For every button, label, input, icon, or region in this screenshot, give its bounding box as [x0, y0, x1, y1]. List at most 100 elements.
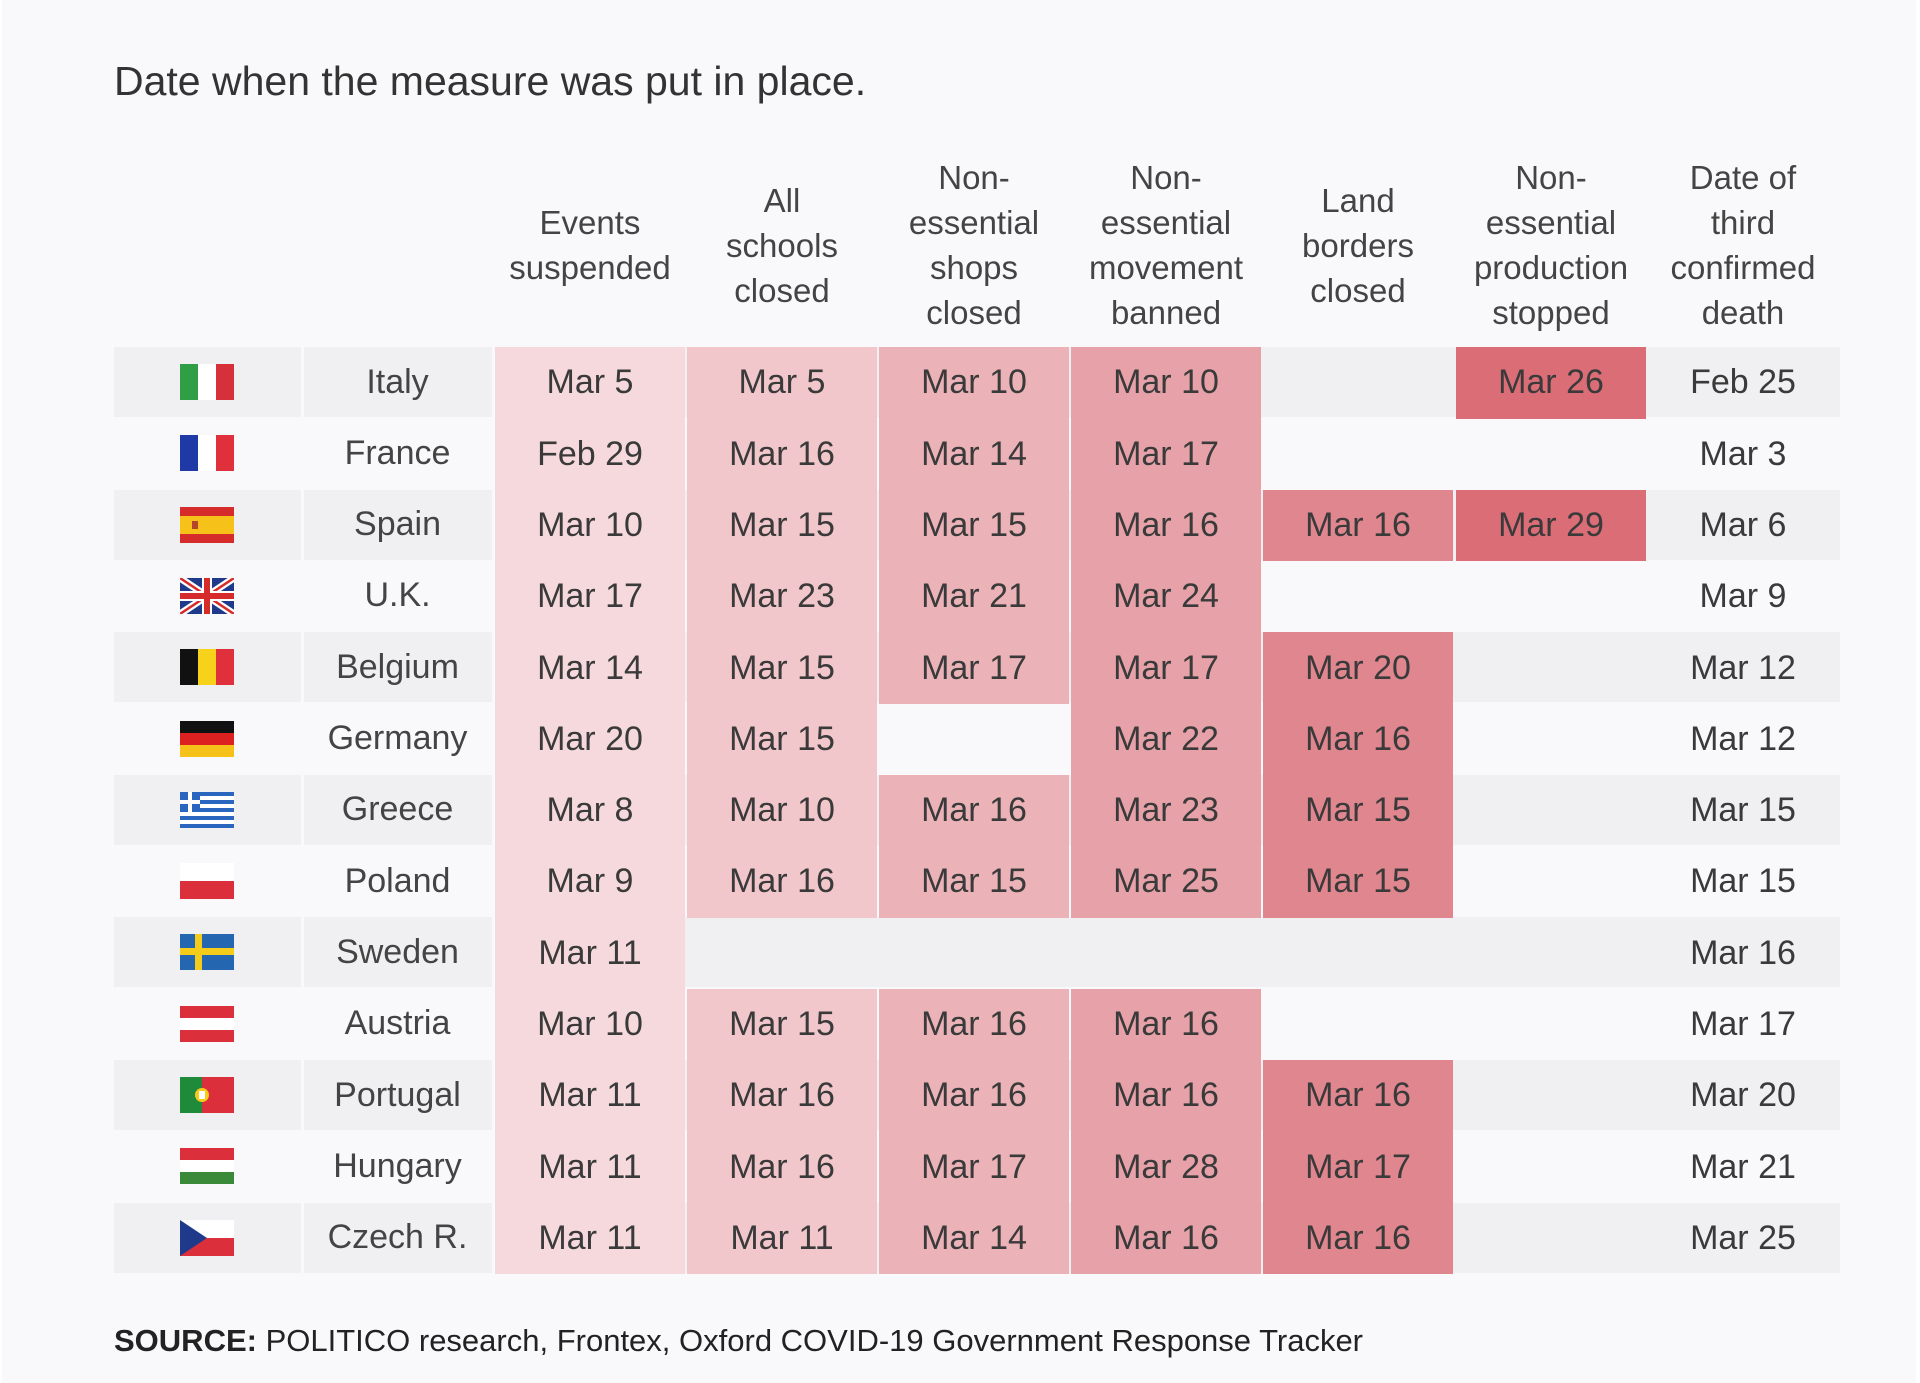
- cell-production: [1456, 1060, 1646, 1132]
- cell-movement: [1071, 917, 1261, 989]
- cell-movement: Mar 10: [1071, 347, 1261, 419]
- cell-events: Mar 9: [495, 846, 685, 918]
- header-line: banned: [1110, 294, 1222, 331]
- source-text: POLITICO research, Frontex, Oxford COVID…: [256, 1323, 1364, 1358]
- cell-production: [1456, 632, 1646, 704]
- header-line: Non-: [1515, 159, 1587, 196]
- header-line: Non-: [938, 159, 1010, 196]
- header-line: Date of: [1689, 159, 1797, 196]
- country-label: U.K.: [364, 576, 431, 615]
- cell-schools: Mar 16: [687, 418, 877, 491]
- source-label: SOURCE:: [114, 1323, 257, 1358]
- country-label: Austria: [344, 1004, 451, 1043]
- cell-borders: [1263, 347, 1453, 419]
- austria-flag-icon: [180, 1005, 234, 1042]
- cell-borders: Mar 16: [1263, 489, 1453, 562]
- cell-production: [1456, 1131, 1646, 1203]
- spain-flag-icon: [180, 506, 234, 543]
- cell-production: [1456, 917, 1646, 989]
- cell-shops: Mar 14: [879, 418, 1069, 491]
- cell-events: Mar 8: [495, 774, 685, 847]
- country-label: Portugal: [334, 1075, 461, 1114]
- country-label: Czech R.: [327, 1218, 468, 1257]
- cell-borders: Mar 16: [1263, 1060, 1453, 1132]
- cell-events: Mar 5: [495, 347, 685, 419]
- header-line: essential: [908, 204, 1040, 241]
- cell-production: [1456, 704, 1646, 776]
- cell-death: Mar 3: [1699, 434, 1787, 473]
- column-header-text: Events suspended: [509, 200, 670, 290]
- cell-death: Mar 12: [1690, 648, 1796, 687]
- country-label: Hungary: [333, 1146, 462, 1185]
- country-label: Germany: [327, 719, 468, 757]
- country-label: Poland: [344, 861, 451, 900]
- country-label: Belgium: [336, 647, 459, 686]
- cell-production: Mar 29: [1456, 489, 1646, 562]
- column-header-text: Land borders closed: [1302, 178, 1414, 313]
- cell-schools: Mar 16: [687, 846, 877, 918]
- cell-death: Mar 20: [1690, 1076, 1796, 1115]
- cell-borders: Mar 17: [1263, 1131, 1453, 1204]
- cell-shops: [879, 704, 1069, 776]
- header-line: closed: [926, 294, 1022, 331]
- cell-movement: Mar 23: [1071, 774, 1261, 847]
- cell-events: Mar 11: [495, 1060, 685, 1132]
- column-header-text: Non-essential movement banned: [1089, 155, 1243, 335]
- cell-death: Feb 25: [1690, 363, 1796, 402]
- column-header-text: All schools closed: [726, 178, 838, 313]
- country-label: Italy: [366, 362, 429, 401]
- column-header-text: Non-essential production stopped: [1474, 155, 1628, 335]
- cell-borders: Mar 15: [1263, 846, 1453, 918]
- country-label: Greece: [341, 790, 454, 829]
- column-header-death: Date of third confirmed death: [1647, 150, 1839, 340]
- chart-subtitle: Date when the measure was put in place.: [114, 58, 867, 104]
- header-line: death: [1701, 294, 1785, 331]
- cell-death: Mar 16: [1690, 933, 1796, 972]
- sweden-flag-icon: [180, 934, 234, 971]
- cell-schools: Mar 15: [687, 988, 877, 1061]
- header-line: schools: [726, 226, 838, 264]
- belgium-flag-icon: [180, 649, 234, 686]
- cell-movement: Mar 16: [1071, 1060, 1261, 1132]
- cell-shops: Mar 16: [879, 1060, 1069, 1132]
- cell-borders: [1263, 917, 1453, 989]
- cell-shops: Mar 14: [879, 1202, 1069, 1275]
- cell-events: Mar 10: [495, 489, 685, 562]
- source-note: SOURCE: POLITICO research, Frontex, Oxfo…: [114, 1323, 1363, 1359]
- header-line: closed: [734, 271, 830, 309]
- column-header-text: Date of third confirmed death: [1671, 155, 1816, 335]
- cell-schools: Mar 16: [687, 1131, 877, 1204]
- cell-events: Mar 11: [495, 1131, 685, 1204]
- hungary-flag-icon: [180, 1148, 234, 1185]
- header-line: third: [1710, 204, 1776, 241]
- cell-events: Mar 10: [495, 988, 685, 1061]
- header-line: Land: [1321, 181, 1395, 219]
- header-line: All: [763, 181, 801, 219]
- row-band: [114, 917, 1840, 988]
- cell-movement: Mar 16: [1071, 489, 1261, 562]
- cell-borders: [1263, 418, 1453, 490]
- cell-death: Mar 12: [1690, 719, 1796, 758]
- cell-shops: Mar 17: [879, 1131, 1069, 1204]
- cell-movement: Mar 28: [1071, 1131, 1261, 1204]
- cell-schools: Mar 15: [687, 632, 877, 704]
- column-header-movement: Non-essential movement banned: [1070, 150, 1262, 340]
- cell-production: [1456, 1203, 1646, 1275]
- column-divider: [492, 345, 495, 1273]
- header-line: Non-: [1130, 159, 1202, 196]
- header-line: production: [1473, 249, 1629, 286]
- cell-events: Mar 11: [495, 1202, 685, 1275]
- portugal-flag-icon: [180, 1077, 234, 1113]
- poland-flag-icon: [180, 863, 234, 900]
- cell-death: Mar 17: [1690, 1005, 1796, 1044]
- cell-production: [1456, 775, 1646, 847]
- header-line: movement: [1088, 249, 1244, 286]
- cell-death: Mar 15: [1690, 791, 1796, 830]
- cell-production: [1456, 846, 1646, 918]
- cell-events: Mar 11: [495, 917, 685, 990]
- header-line: essential: [1100, 204, 1232, 241]
- cell-borders: [1263, 561, 1453, 633]
- cell-production: Mar 26: [1456, 347, 1646, 419]
- cell-borders: Mar 20: [1263, 632, 1453, 704]
- cell-shops: Mar 21: [879, 560, 1069, 633]
